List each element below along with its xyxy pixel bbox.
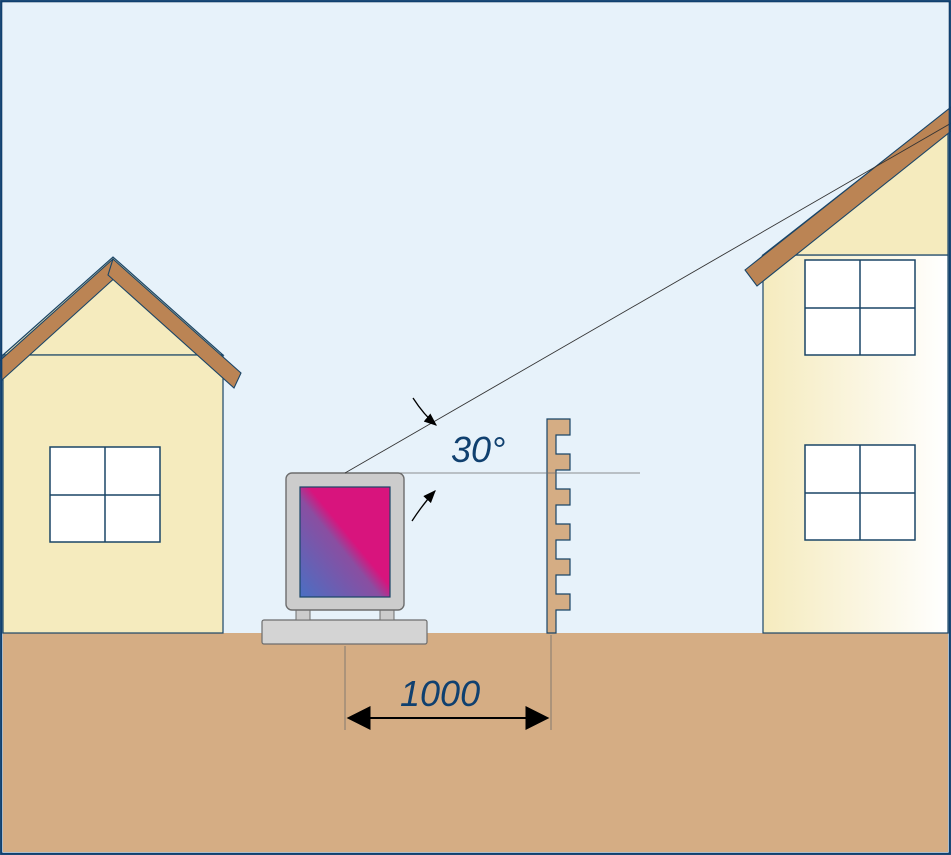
right-house-window-upper xyxy=(805,260,915,355)
right-house-window-lower xyxy=(805,445,915,540)
distance-label: 1000 xyxy=(400,673,480,714)
angle-label: 30° xyxy=(451,429,505,470)
ground xyxy=(3,633,948,852)
installation-clearance-diagram: 30° 1000 xyxy=(0,0,951,855)
left-house-window xyxy=(50,447,160,542)
